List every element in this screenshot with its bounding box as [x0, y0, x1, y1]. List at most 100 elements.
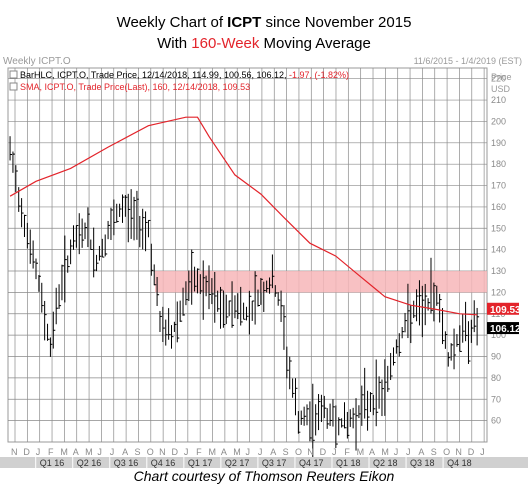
subtitle-prefix: With	[157, 35, 192, 52]
x-tick-label: A	[73, 447, 79, 457]
x-tick-label: D	[320, 447, 327, 457]
legend-marker	[9, 82, 18, 91]
quarter-label: Q4 17	[299, 458, 324, 468]
x-tick-label: N	[455, 447, 462, 457]
price-bars	[9, 136, 480, 458]
y-tick-label: 160	[491, 202, 506, 212]
highlight-band	[155, 271, 487, 293]
x-tick-label: F	[344, 447, 350, 457]
quarter-strip	[0, 457, 528, 468]
x-tick-label: S	[431, 447, 437, 457]
legend: BarHLC, ICPT.O, Trade Price, 12/14/2018,…	[9, 70, 349, 92]
chart-title-line2: With 160-Week Moving Average	[0, 35, 528, 52]
y-tick-label: 210	[491, 95, 506, 105]
chart-title-line1: Weekly Chart of ICPT since November 2015	[0, 14, 528, 31]
y-tick-label: 90	[491, 352, 501, 362]
quarter-label: Q1 17	[188, 458, 213, 468]
quarter-label: Q2 17	[225, 458, 250, 468]
quarter-label: Q1 18	[336, 458, 361, 468]
x-tick-label: A	[369, 447, 375, 457]
y-tick-label: 220	[491, 74, 506, 84]
price-tag	[487, 302, 519, 315]
x-tick-label: D	[468, 447, 475, 457]
quarter-label: Q2 18	[373, 458, 398, 468]
title-suffix: since November 2015	[261, 14, 412, 31]
title-prefix: Weekly Chart of	[116, 14, 228, 31]
x-tick-label: J	[394, 447, 399, 457]
x-tick-label: O	[147, 447, 154, 457]
y-tick-label: 130	[491, 266, 506, 276]
x-tick-label: O	[443, 447, 450, 457]
x-tick-label: M	[60, 447, 67, 457]
sma-line	[9, 116, 478, 316]
y-tick-label: 170	[491, 181, 506, 191]
y-tick-label: 200	[491, 116, 506, 126]
x-tick-label: A	[221, 447, 227, 457]
quarter-label: Q2 16	[77, 458, 102, 468]
chart-name: Weekly ICPT.O	[3, 56, 71, 67]
y-tick-label: 60	[491, 416, 501, 426]
y-tick-label: 120	[491, 287, 506, 297]
y-tick-label: 70	[491, 394, 501, 404]
legend-change: -1.97, (-1.82%)	[289, 70, 349, 80]
x-tick-label: J	[480, 447, 485, 457]
y-tick-label: 180	[491, 159, 506, 169]
x-tick-label: D	[23, 447, 30, 457]
x-tick-label: J	[110, 447, 115, 457]
price-tag-label: 106.12	[490, 324, 521, 335]
x-tick-label: S	[283, 447, 289, 457]
y-tick-label: 100	[491, 330, 506, 340]
y-tick-label: 80	[491, 373, 501, 383]
grid	[8, 68, 487, 442]
quarter-label: Q3 16	[114, 458, 139, 468]
x-tick-label: J	[332, 447, 337, 457]
x-tick-label: N	[307, 447, 314, 457]
title-ticker: ICPT	[227, 14, 262, 31]
x-tick-label: J	[184, 447, 189, 457]
y-axis: 6070809010011012013014015016017018019020…	[491, 74, 506, 426]
y-tick-label: 140	[491, 245, 506, 255]
x-tick-label: M	[233, 447, 241, 457]
x-tick-label: N	[11, 447, 18, 457]
price-tag	[487, 322, 519, 335]
legend-text: BarHLC, ICPT.O, Trade Price, 12/14/2018,…	[20, 70, 349, 80]
x-tick-label: F	[196, 447, 202, 457]
price-tags: 109.53 106.12	[487, 302, 521, 335]
y-tick-label: 150	[491, 223, 506, 233]
y-axis-title: USD	[491, 84, 511, 94]
x-tick-label: N	[159, 447, 166, 457]
x-tick-label: J	[406, 447, 411, 457]
y-tick-label: 190	[491, 138, 506, 148]
legend-text: SMA, ICPT.O, Trade Price(Last), 160, 12/…	[20, 82, 250, 92]
quarter-label: Q3 17	[262, 458, 287, 468]
quarter-label: Q1 16	[40, 458, 65, 468]
x-tick-label: A	[122, 447, 128, 457]
x-tick-label: D	[171, 447, 178, 457]
x-tick-label: J	[246, 447, 251, 457]
x-tick-label: J	[258, 447, 263, 457]
chart-credit: Chart courtesy of Thomson Reuters Eikon	[133, 468, 395, 484]
quarter-label: Q4 16	[151, 458, 176, 468]
date-range: 11/6/2015 - 1/4/2019 (EST)	[414, 56, 522, 66]
x-tick-label: O	[295, 447, 302, 457]
subtitle-suffix: Moving Average	[259, 35, 371, 52]
x-tick-label: J	[97, 447, 102, 457]
x-tick-label: M	[209, 447, 217, 457]
price-label: Price	[491, 72, 512, 82]
quarter-label: Q3 18	[410, 458, 435, 468]
legend-marker	[9, 70, 18, 79]
price-tag-label: 109.53	[490, 305, 521, 316]
quarter-axis: Q1 16 Q2 16 Q3 16 Q4 16 Q1 17 Q2 17 Q3 17 Q4 17…	[0, 457, 528, 468]
x-tick-label: F	[48, 447, 54, 457]
x-tick-label: A	[418, 447, 424, 457]
x-tick-label: M	[357, 447, 365, 457]
plot-frame	[7, 67, 488, 443]
x-tick-label: J	[36, 447, 41, 457]
subtitle-highlight: 160-Week	[191, 35, 260, 52]
chart-header-strip	[0, 54, 528, 67]
x-tick-label: A	[270, 447, 276, 457]
x-tick-label: M	[85, 447, 93, 457]
x-tick-label: M	[381, 447, 389, 457]
